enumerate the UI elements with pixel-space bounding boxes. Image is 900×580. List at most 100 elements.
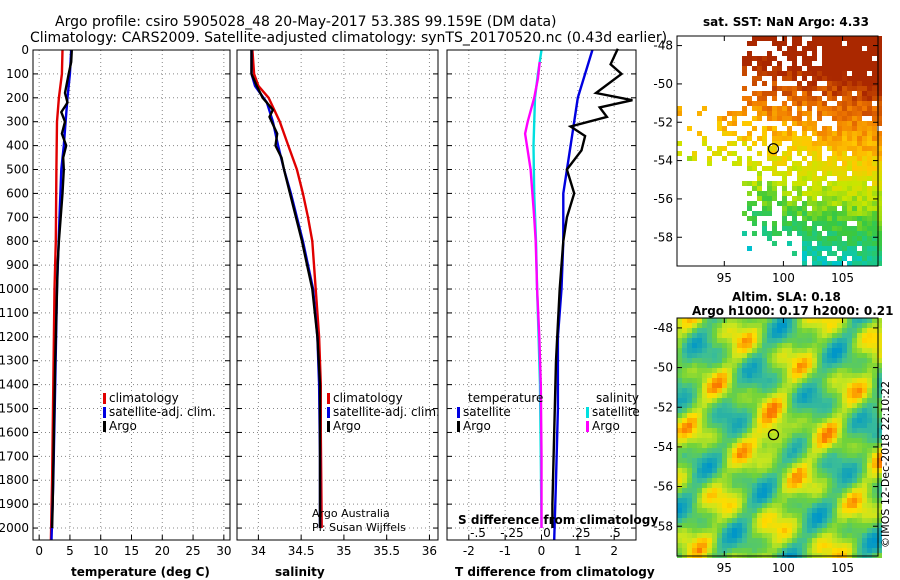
- sst-cell: [812, 196, 817, 201]
- sst-cell: [812, 146, 817, 151]
- sla-cell: [812, 523, 817, 528]
- sla-cell: [742, 478, 747, 483]
- sla-cell: [867, 428, 872, 433]
- sla-cell: [677, 488, 682, 493]
- sla-cell: [732, 528, 737, 533]
- sst-cell: [862, 201, 867, 206]
- sst-cell: [787, 226, 792, 231]
- sla-cell: [862, 493, 867, 498]
- sla-cell: [862, 548, 867, 553]
- sla-cell: [802, 468, 807, 473]
- sst-cell: [867, 261, 872, 266]
- sst-cell: [837, 176, 842, 181]
- sla-cell: [792, 513, 797, 518]
- sst-cell: [827, 71, 832, 76]
- sla-cell: [742, 343, 747, 348]
- sla-cell: [787, 458, 792, 463]
- sst-cell: [827, 61, 832, 66]
- sst-cell: [837, 241, 842, 246]
- sla-cell: [827, 323, 832, 328]
- sla-cell: [677, 423, 682, 428]
- sla-cell: [877, 458, 882, 463]
- sla-cell: [837, 533, 842, 538]
- sst-cell: [862, 136, 867, 141]
- sst-cell: [812, 71, 817, 76]
- sst-cell: [822, 131, 827, 136]
- sla-cell: [817, 453, 822, 458]
- sst-cell: [782, 171, 787, 176]
- sla-cell: [822, 523, 827, 528]
- sla-cell: [832, 448, 837, 453]
- sla-cell: [782, 498, 787, 503]
- sla-cell: [682, 338, 687, 343]
- sst-cell: [772, 41, 777, 46]
- sla-cell: [842, 533, 847, 538]
- sla-cell: [772, 333, 777, 338]
- legend-label: Argo: [592, 419, 620, 433]
- sst-cell: [727, 111, 732, 116]
- sla-cell: [827, 343, 832, 348]
- sst-cell: [852, 191, 857, 196]
- sla-cell: [692, 318, 697, 323]
- sla-cell: [857, 468, 862, 473]
- sst-cell: [827, 76, 832, 81]
- sla-cell: [707, 423, 712, 428]
- sla-cell: [877, 418, 882, 423]
- sla-cell: [832, 483, 837, 488]
- x-tick-label: 34.5: [288, 544, 315, 558]
- sst-cell: [852, 66, 857, 71]
- sst-cell: [872, 51, 877, 56]
- sst-cell: [862, 81, 867, 86]
- sla-cell: [707, 338, 712, 343]
- y-tick-label: 1000: [0, 282, 29, 296]
- sla-cell: [692, 363, 697, 368]
- sst-cell: [867, 141, 872, 146]
- sst-cell: [852, 81, 857, 86]
- sla-cell: [822, 508, 827, 513]
- sla-cell: [857, 538, 862, 543]
- sla-cell: [687, 453, 692, 458]
- sst-cell: [837, 261, 842, 266]
- sla-cell: [737, 493, 742, 498]
- sst-cell: [812, 101, 817, 106]
- sla-cell: [717, 508, 722, 513]
- sst-cell: [867, 81, 872, 86]
- sst-cell: [817, 161, 822, 166]
- sst-cell: [772, 161, 777, 166]
- sst-cell: [777, 86, 782, 91]
- sst-cell: [827, 66, 832, 71]
- sla-cell: [712, 538, 717, 543]
- sla-cell: [712, 353, 717, 358]
- sla-cell: [677, 508, 682, 513]
- sla-cell: [717, 513, 722, 518]
- sla-cell: [757, 448, 762, 453]
- sla-cell: [742, 403, 747, 408]
- sst-cell: [802, 136, 807, 141]
- sla-cell: [857, 358, 862, 363]
- sla-cell: [817, 468, 822, 473]
- sla-cell: [697, 423, 702, 428]
- sla-cell: [827, 363, 832, 368]
- sla-cell: [717, 423, 722, 428]
- sla-cell: [862, 483, 867, 488]
- sla-cell: [807, 493, 812, 498]
- sla-cell: [692, 468, 697, 473]
- sla-cell: [737, 438, 742, 443]
- sla-cell: [692, 443, 697, 448]
- sla-cell: [752, 528, 757, 533]
- sla-cell: [872, 448, 877, 453]
- sla-cell: [857, 473, 862, 478]
- sla-cell: [847, 338, 852, 343]
- sst-cell: [827, 171, 832, 176]
- sst-cell: [877, 156, 882, 161]
- sla-cell: [697, 433, 702, 438]
- sla-cell: [852, 528, 857, 533]
- sst-cell: [732, 116, 737, 121]
- sla-cell: [802, 363, 807, 368]
- sla-cell: [852, 378, 857, 383]
- sst-cell: [752, 106, 757, 111]
- sla-cell: [722, 478, 727, 483]
- sst-cell: [792, 76, 797, 81]
- sla-cell: [782, 348, 787, 353]
- sla-cell: [717, 468, 722, 473]
